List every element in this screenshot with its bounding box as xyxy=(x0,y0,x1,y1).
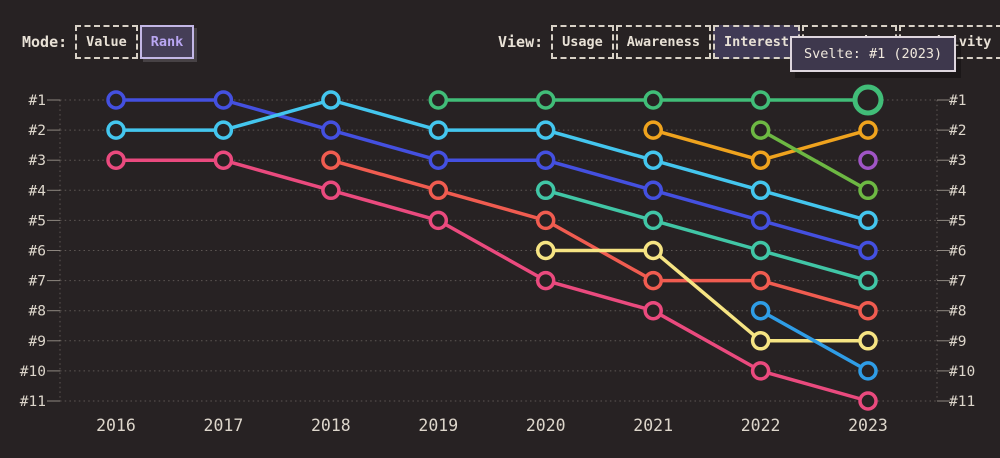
point-series-cyan-2016[interactable] xyxy=(106,120,126,140)
point-series-orange-2022[interactable] xyxy=(750,150,771,170)
point-series-salmon-2021[interactable] xyxy=(643,270,663,291)
rank-label-right-1: #1 xyxy=(949,93,966,109)
rank-label-left-2: #2 xyxy=(29,123,46,139)
rank-label-left-4: #4 xyxy=(29,183,47,199)
view-button-awareness[interactable]: Awareness xyxy=(615,25,711,59)
point-series-sky-2022[interactable] xyxy=(750,300,771,321)
point-svelte-2021[interactable] xyxy=(643,90,663,110)
rank-label-right-7: #7 xyxy=(949,274,966,290)
point-series-indigo-2017[interactable] xyxy=(213,90,234,110)
rank-label-left-11: #11 xyxy=(20,394,46,410)
point-svelte-2023[interactable] xyxy=(852,84,884,116)
series-line-series-salmon xyxy=(329,158,870,313)
point-series-indigo-2018[interactable] xyxy=(321,120,341,140)
point-series-indigo-2023[interactable] xyxy=(858,240,878,261)
point-series-indigo-2020[interactable] xyxy=(535,150,556,170)
point-series-lime-2023[interactable] xyxy=(858,180,878,201)
point-series-cyan-2021[interactable] xyxy=(643,150,663,170)
point-series-pink-2017[interactable] xyxy=(213,150,234,170)
view-button-usage[interactable]: Usage xyxy=(551,25,614,59)
point-series-pink-2019[interactable] xyxy=(428,210,449,231)
point-series-cyan-2019[interactable] xyxy=(428,120,449,140)
rank-label-right-4: #4 xyxy=(949,183,967,199)
point-series-yellow-2021[interactable] xyxy=(643,240,663,261)
point-series-pink-2016[interactable] xyxy=(106,150,126,170)
mode-button-rank[interactable]: Rank xyxy=(139,25,195,59)
point-svelte-2020[interactable] xyxy=(535,90,556,110)
rank-label-right-11: #11 xyxy=(949,394,975,410)
point-svelte-2019[interactable] xyxy=(428,90,449,110)
point-series-orange-2021[interactable] xyxy=(643,120,663,140)
rank-label-right-3: #3 xyxy=(949,153,966,169)
rank-label-left-5: #5 xyxy=(29,213,46,229)
year-label-2022: 2022 xyxy=(741,416,781,435)
rank-label-left-10: #10 xyxy=(20,364,46,380)
mode-button-group: Value Rank xyxy=(75,25,195,59)
rank-label-right-2: #2 xyxy=(949,123,966,139)
point-series-purple-2023[interactable] xyxy=(858,150,878,170)
rank-label-left-8: #8 xyxy=(29,304,46,320)
point-series-pink-2022[interactable] xyxy=(750,361,771,381)
point-series-pink-2023[interactable] xyxy=(858,391,878,411)
year-label-2017: 2017 xyxy=(204,416,244,435)
rank-label-left-9: #9 xyxy=(29,334,46,350)
series-line-series-indigo xyxy=(114,98,870,253)
point-series-salmon-2019[interactable] xyxy=(428,180,449,201)
point-series-orange-2023[interactable] xyxy=(858,120,878,140)
rank-label-left-6: #6 xyxy=(29,244,46,260)
point-series-lime-2022[interactable] xyxy=(750,120,771,140)
point-series-pink-2018[interactable] xyxy=(321,180,341,201)
chart-tooltip: Svelte: #1 (2023) xyxy=(790,36,957,72)
point-series-salmon-2020[interactable] xyxy=(535,210,556,231)
mode-button-value[interactable]: Value xyxy=(75,25,138,59)
rank-label-left-1: #1 xyxy=(29,93,46,109)
point-series-indigo-2019[interactable] xyxy=(428,150,449,170)
year-label-2021: 2021 xyxy=(633,416,673,435)
year-label-2018: 2018 xyxy=(311,416,351,435)
rank-label-left-7: #7 xyxy=(29,274,46,290)
rank-label-right-6: #6 xyxy=(949,244,966,260)
point-series-salmon-2018[interactable] xyxy=(321,150,341,170)
view-button-interest[interactable]: Interest xyxy=(712,25,800,59)
rank-label-right-8: #8 xyxy=(949,304,966,320)
series-line-series-pink xyxy=(114,158,870,403)
point-series-yellow-2022[interactable] xyxy=(750,331,771,351)
point-series-pink-2021[interactable] xyxy=(643,300,663,321)
rank-label-right-10: #10 xyxy=(949,364,975,380)
point-series-cyan-2020[interactable] xyxy=(535,120,556,140)
point-series-teal-2023[interactable] xyxy=(858,270,878,291)
series-line-series-sky xyxy=(758,308,870,373)
point-series-salmon-2022[interactable] xyxy=(750,270,771,291)
point-series-teal-2020[interactable] xyxy=(535,180,556,201)
point-series-cyan-2017[interactable] xyxy=(213,120,234,140)
year-label-2020: 2020 xyxy=(526,416,566,435)
point-series-teal-2021[interactable] xyxy=(643,210,663,231)
point-svelte-2022[interactable] xyxy=(750,90,771,110)
point-series-cyan-2022[interactable] xyxy=(750,180,771,201)
point-series-salmon-2023[interactable] xyxy=(858,300,878,321)
series-line-series-cyan xyxy=(114,98,870,223)
year-label-2023: 2023 xyxy=(848,416,888,435)
point-series-pink-2020[interactable] xyxy=(535,270,556,291)
year-label-2016: 2016 xyxy=(96,416,136,435)
point-series-teal-2022[interactable] xyxy=(750,240,771,261)
point-series-yellow-2023[interactable] xyxy=(858,331,878,351)
point-series-indigo-2021[interactable] xyxy=(643,180,663,201)
series-line-series-teal xyxy=(543,188,870,283)
point-series-sky-2023[interactable] xyxy=(858,361,878,381)
mode-toolbar: Mode: Value Rank xyxy=(22,25,195,59)
point-series-cyan-2018[interactable] xyxy=(321,90,341,110)
rank-label-right-9: #9 xyxy=(949,334,966,350)
point-series-yellow-2020[interactable] xyxy=(535,240,556,261)
point-series-cyan-2023[interactable] xyxy=(858,210,878,231)
mode-label: Mode: xyxy=(22,33,68,51)
point-series-indigo-2016[interactable] xyxy=(106,90,126,110)
view-label: View: xyxy=(498,33,544,51)
year-label-2019: 2019 xyxy=(418,416,458,435)
series-line-series-lime xyxy=(758,128,870,193)
rank-label-left-3: #3 xyxy=(29,153,46,169)
rank-label-right-5: #5 xyxy=(949,213,966,229)
point-series-indigo-2022[interactable] xyxy=(750,210,771,231)
